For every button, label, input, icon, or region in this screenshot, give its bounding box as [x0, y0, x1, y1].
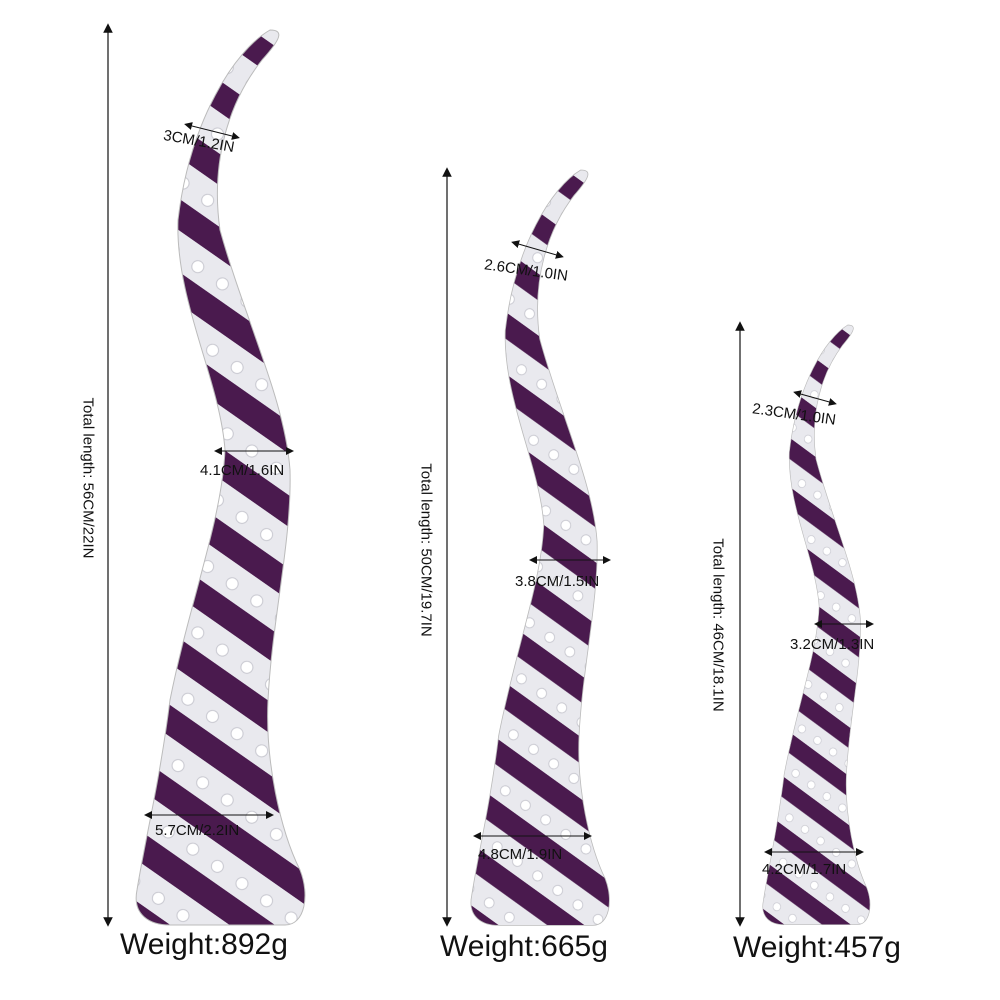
- base-width-label: 4.8CM/1.9IN: [478, 846, 563, 863]
- base-width-label: 4.2CM/1.7IN: [762, 861, 847, 878]
- width-arrow: [793, 390, 837, 406]
- weight-label: Weight:665g: [440, 930, 608, 963]
- total-length-label: Total length: 46CM/18.1IN: [709, 538, 727, 712]
- width-arrow: [184, 122, 240, 140]
- weight-label: Weight:457g: [733, 931, 901, 964]
- total-length-label: Total length: 56CM/22IN: [79, 397, 97, 559]
- mid-width-label: 3.2CM/1.3IN: [790, 636, 875, 653]
- mid-width-label: 3.8CM/1.5IN: [515, 573, 600, 590]
- mid-width-label: 4.1CM/1.6IN: [200, 462, 285, 479]
- product-2-shape: [470, 169, 610, 926]
- total-length-label: Total length: 50CM/19.7IN: [417, 463, 435, 637]
- weight-label: Weight:892g: [120, 928, 288, 961]
- width-arrow: [511, 240, 564, 259]
- base-width-label: 5.7CM/2.2IN: [155, 822, 240, 839]
